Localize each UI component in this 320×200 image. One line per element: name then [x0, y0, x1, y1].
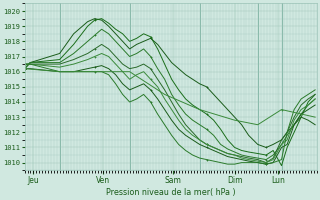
X-axis label: Pression niveau de la mer( hPa ): Pression niveau de la mer( hPa ) — [106, 188, 236, 197]
